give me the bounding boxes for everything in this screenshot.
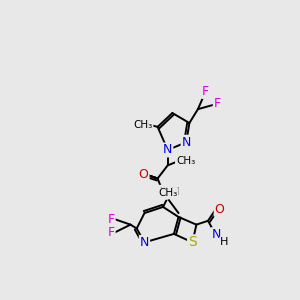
Text: N: N — [212, 228, 221, 241]
Text: H: H — [220, 237, 229, 248]
Text: S: S — [188, 236, 197, 249]
Text: O: O — [139, 168, 148, 181]
Text: N: N — [182, 136, 191, 149]
Text: H: H — [171, 187, 180, 197]
Text: N: N — [140, 236, 149, 249]
Text: CH₃: CH₃ — [133, 119, 152, 130]
Text: F: F — [202, 85, 209, 98]
Text: N: N — [163, 143, 172, 157]
Text: F: F — [108, 213, 115, 226]
Text: F: F — [214, 97, 221, 110]
Text: CH₃: CH₃ — [176, 156, 195, 166]
Text: O: O — [215, 203, 225, 216]
Text: CH₃: CH₃ — [158, 188, 177, 198]
Text: N: N — [158, 186, 168, 199]
Text: F: F — [108, 226, 115, 239]
